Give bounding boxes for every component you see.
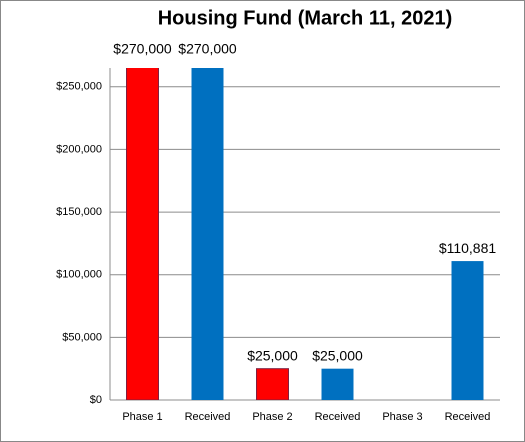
y-tick-label: $250,000 — [56, 81, 102, 93]
bar — [451, 261, 484, 400]
bar — [126, 68, 159, 400]
y-tick-label: $100,000 — [56, 269, 102, 281]
y-tick-label: $200,000 — [56, 143, 102, 155]
value-label: $110,881 — [439, 240, 497, 256]
y-tick-label: $150,000 — [56, 206, 102, 218]
x-tick-label: Received — [185, 411, 231, 423]
y-tick-label: $50,000 — [62, 331, 102, 343]
value-label: $270,000 — [113, 40, 172, 56]
x-tick-label: Received — [315, 411, 361, 423]
y-tick-label: $0 — [90, 394, 102, 406]
x-tick-label: Phase 3 — [382, 411, 422, 423]
x-tick-label: Phase 1 — [122, 411, 162, 423]
bar — [256, 368, 289, 400]
x-tick-label: Received — [445, 411, 491, 423]
bar — [191, 68, 224, 400]
chart-title: Housing Fund (March 11, 2021) — [158, 7, 453, 29]
value-label: $25,000 — [312, 347, 363, 363]
plot-area — [126, 68, 484, 400]
bar — [321, 368, 354, 400]
value-label: $270,000 — [178, 40, 237, 56]
value-label: $25,000 — [247, 347, 298, 363]
x-tick-label: Phase 2 — [252, 411, 292, 423]
